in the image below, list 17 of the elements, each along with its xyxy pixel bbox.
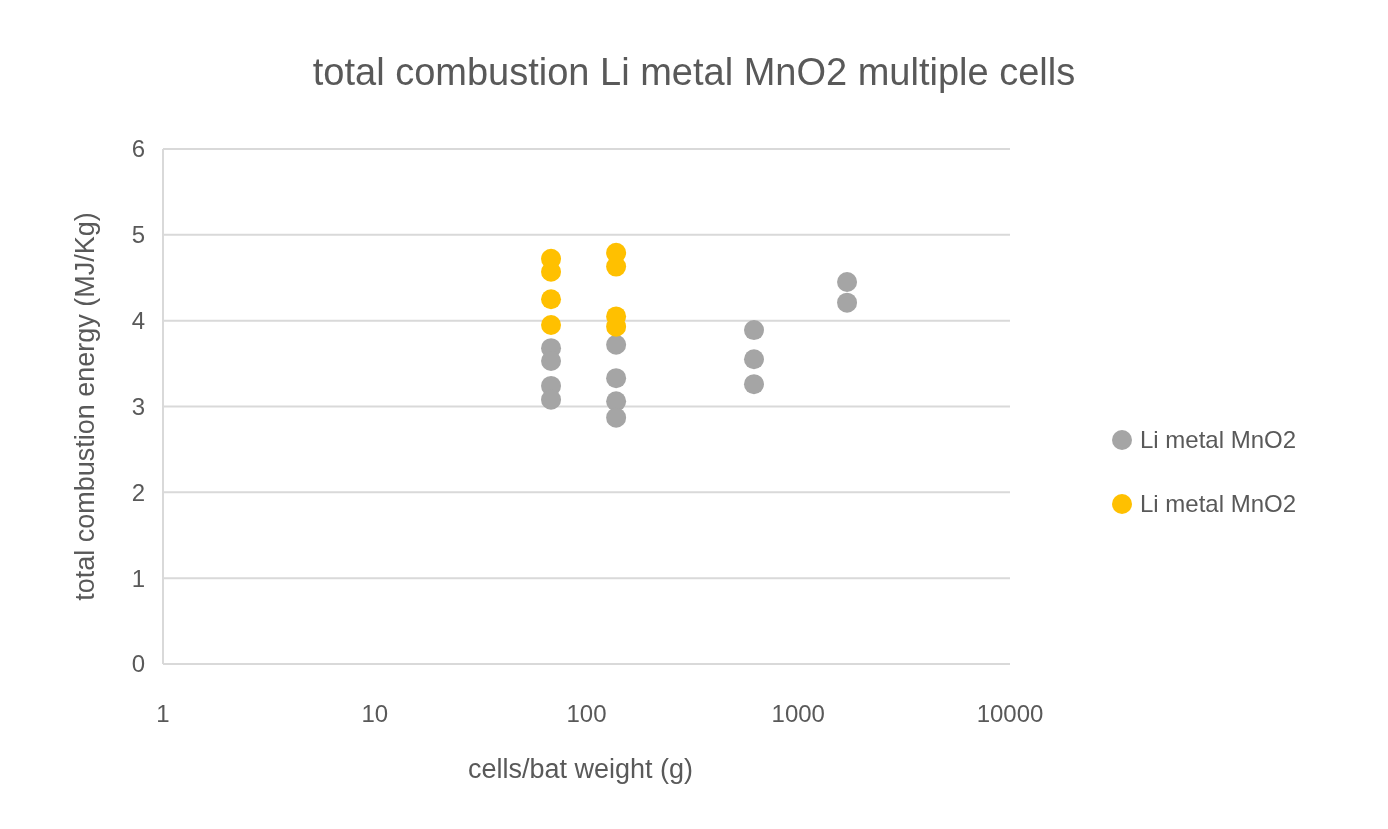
x-tick-label: 1 — [156, 700, 170, 727]
y-tick-label: 3 — [131, 392, 145, 420]
y-tick-label: 6 — [131, 135, 145, 163]
x-tick-label: 1000 — [771, 700, 825, 727]
legend-label: Li metal MnO2 — [1140, 426, 1297, 454]
chart-title: total combustion Li metal MnO2 multiple cells — [312, 51, 1076, 93]
y-tick-label: 5 — [131, 221, 145, 249]
y-tick-label: 0 — [131, 650, 145, 678]
y-tick-label: 2 — [131, 478, 145, 506]
y-tick-label: 4 — [131, 307, 145, 335]
x-tick-label: 10 — [361, 700, 389, 727]
y-tick-label: 1 — [131, 564, 145, 592]
y-axis-title: total combustion energy (MJ/Kg) — [70, 212, 100, 601]
legend-label: Li metal MnO2 — [1140, 490, 1297, 518]
x-tick-label: 100 — [566, 700, 607, 727]
x-tick-label: 10000 — [976, 700, 1044, 727]
x-axis-title: cells/bat weight (g) — [467, 754, 694, 784]
